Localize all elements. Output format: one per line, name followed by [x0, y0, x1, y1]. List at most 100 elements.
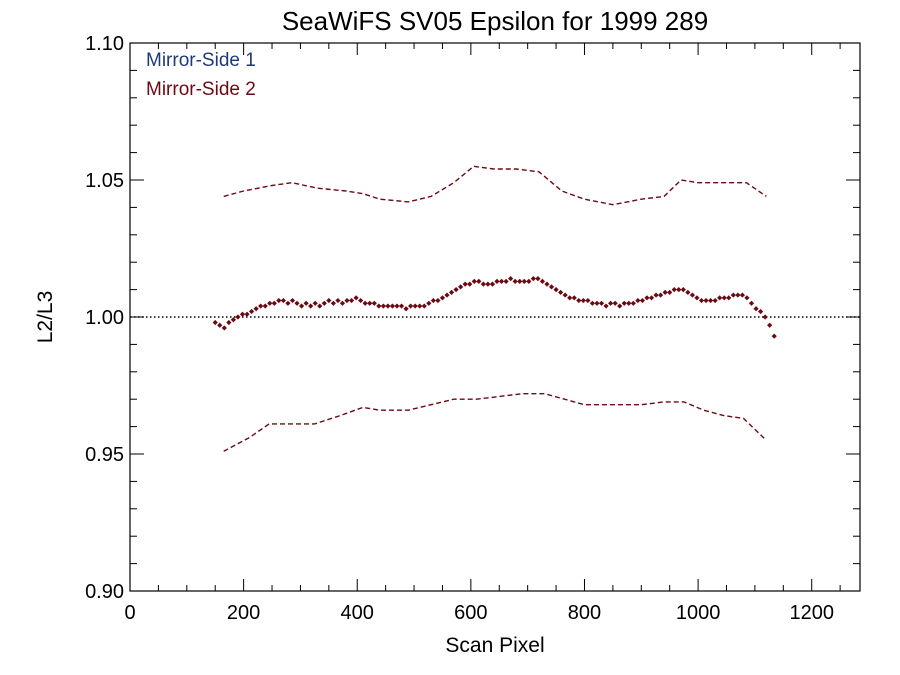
data-point: [576, 297, 582, 304]
data-point: [389, 303, 396, 309]
data-point: [526, 278, 532, 284]
data-point: [235, 314, 241, 320]
data-point: [512, 278, 518, 284]
plot-area: 0 200 400 600 800 1000 1200 0.90 0.95 1.00 1.05 1.…: [85, 33, 861, 624]
data-point: [498, 278, 505, 284]
data-point: [426, 300, 432, 306]
data-point: [358, 297, 364, 304]
data-point: [326, 297, 332, 304]
data-point: [312, 300, 318, 306]
data-point: [367, 300, 373, 306]
data-point: [230, 317, 236, 323]
data-point: [744, 295, 750, 301]
y-axis-label: L2/L3: [34, 291, 57, 344]
x-tick-label: 400: [341, 602, 374, 624]
data-point: [508, 276, 514, 282]
data-point: [657, 292, 664, 298]
x-tick-label: 1000: [676, 602, 721, 624]
data-point: [580, 297, 586, 304]
data-point: [707, 297, 714, 304]
data-point: [421, 303, 427, 309]
data-point: [289, 297, 296, 304]
data-point: [739, 292, 746, 298]
data-point: [594, 300, 600, 306]
data-point: [494, 278, 500, 284]
data-point: [362, 300, 368, 306]
data-point: [271, 300, 277, 306]
y-tick-label: 1.00: [85, 307, 124, 329]
x-axis-label: Scan Pixel: [445, 634, 544, 657]
series-points: [212, 276, 777, 339]
y-tick-labels: 0.90 0.95 1.00 1.05 1.10: [85, 33, 124, 603]
data-point: [330, 300, 336, 306]
data-point: [453, 287, 459, 293]
data-point: [762, 314, 768, 320]
data-point: [544, 281, 550, 287]
data-point: [639, 297, 646, 304]
data-point: [748, 300, 755, 306]
data-point: [348, 297, 355, 304]
data-point: [458, 284, 464, 290]
data-point: [598, 300, 605, 306]
legend: Mirror-Side 1 Mirror-Side 2: [146, 50, 256, 100]
data-point: [589, 300, 596, 306]
data-point: [767, 322, 773, 328]
data-point: [298, 303, 305, 309]
lower-bound-line: [223, 393, 767, 452]
data-point: [703, 297, 709, 304]
data-point: [571, 295, 577, 301]
data-point: [662, 289, 668, 295]
data-point: [521, 278, 527, 284]
data-point: [689, 292, 696, 298]
data-point: [239, 311, 246, 317]
upper-bound-line: [223, 165, 767, 206]
data-point: [612, 300, 618, 306]
data-point: [539, 278, 546, 284]
data-point: [217, 322, 223, 328]
data-point: [376, 303, 382, 309]
data-point: [294, 300, 300, 306]
data-point: [394, 303, 400, 309]
x-tick-label: 200: [227, 602, 260, 624]
data-point: [280, 297, 286, 304]
data-point: [503, 278, 509, 284]
data-point: [448, 289, 455, 295]
data-point: [339, 300, 346, 306]
data-point: [608, 300, 614, 306]
data-point: [621, 300, 627, 306]
data-point: [553, 287, 559, 293]
data-point: [771, 333, 777, 339]
data-point: [617, 303, 623, 309]
data-point: [585, 297, 591, 304]
data-point: [757, 308, 764, 315]
x-tick-label: 0: [124, 602, 135, 624]
data-point: [253, 306, 259, 312]
data-point: [435, 297, 441, 304]
data-point: [535, 276, 541, 282]
data-point: [653, 292, 659, 298]
data-point: [371, 300, 377, 306]
data-point: [603, 303, 609, 309]
data-point: [317, 303, 323, 309]
data-point: [262, 303, 268, 309]
data-point: [694, 295, 700, 301]
data-point: [335, 297, 341, 304]
y-tick-label: 0.90: [85, 581, 124, 603]
data-point: [685, 289, 691, 295]
data-point: [258, 303, 264, 309]
data-point: [308, 303, 314, 309]
data-point: [285, 300, 291, 306]
data-point: [648, 295, 655, 301]
data-point: [353, 295, 359, 301]
data-point: [212, 319, 218, 326]
data-point: [676, 287, 682, 293]
data-point: [562, 292, 568, 298]
data-point: [480, 281, 486, 287]
data-point: [244, 311, 250, 317]
data-point: [721, 295, 727, 301]
x-tick-label: 1200: [789, 602, 834, 624]
data-point: [226, 319, 232, 326]
data-point: [698, 297, 705, 304]
x-tick-labels: 0 200 400 600 800 1000 1200: [124, 602, 834, 624]
